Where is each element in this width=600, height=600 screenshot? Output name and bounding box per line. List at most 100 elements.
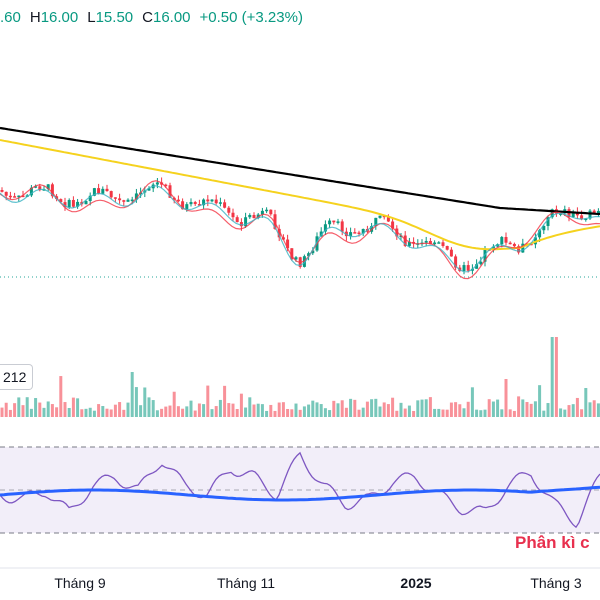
volume-bar [164,406,168,417]
volume-bar [290,409,294,417]
candle-body [521,243,525,253]
candle-body [374,217,378,227]
volume-bar [8,409,12,417]
candle-body [332,220,336,223]
candle-body [328,220,332,225]
volume-bar [311,400,315,417]
volume-bar [59,376,63,417]
candle-body [307,253,311,257]
volume-bar [202,404,206,417]
volume-bar [517,396,521,417]
volume-bar [143,387,147,417]
candle-body [538,230,542,238]
candle-body [542,226,546,231]
close-key: C [142,9,153,26]
candle-body [248,214,252,218]
candle-body [0,190,4,192]
volume-bar [328,410,332,417]
volume-bar [214,406,218,417]
candle-body [84,201,88,205]
volume-bar [496,399,500,417]
candle-body [466,265,470,271]
candle-body [88,195,92,202]
volume-bar [487,399,491,417]
volume-bar [307,404,311,417]
volume-bar [567,405,571,417]
volume-bar [554,337,558,417]
volume-bar [151,400,155,417]
candle-body [546,217,550,227]
volume-bar [294,403,298,417]
volume-bar [454,402,458,417]
volume-bar [25,397,29,417]
candle-body [122,200,126,202]
volume-bar [525,402,529,417]
volume-bar [424,399,428,417]
volume-bar [118,402,122,417]
candle-body [529,243,533,246]
open-value: .60 [0,9,21,26]
volume-bar [227,403,231,417]
volume-bar [206,385,210,417]
candle-body [252,214,256,219]
candle-body [319,231,323,237]
candle-body [189,202,193,205]
candle-body [231,212,235,218]
volume-bar [323,408,327,417]
candle-body [353,232,357,234]
candle-body [17,195,21,198]
volume-bar [277,402,281,417]
volume-bar [479,410,483,417]
volume-bar [344,407,348,417]
candle-body [46,184,50,190]
candle-body [286,239,290,249]
volume-bar [76,398,80,417]
candle-body [202,199,206,206]
volume-bar [596,403,600,417]
volume-bar [55,407,59,417]
volume-bar [34,398,38,417]
candle-body [269,209,273,215]
candle-body [361,228,365,234]
rsi-ma-line [0,485,600,502]
candle-body [13,196,17,198]
candle-body [391,221,395,229]
candle-body [378,215,382,218]
candle-body [260,210,264,215]
candle-body [290,248,294,260]
candle-body [92,188,96,196]
candle-body [491,246,495,250]
volume-bar [181,408,185,417]
candle-body [454,256,458,268]
volume-bar [197,403,201,417]
candle-body [21,195,25,198]
candle-body [214,199,218,204]
volume-bar [38,402,42,417]
volume-bar [46,401,50,417]
ma-red-line [0,180,600,280]
volume-bar [483,409,487,417]
candle-body [71,199,75,207]
candle-body [441,242,445,247]
x-axis-label-sep: Tháng 9 [54,575,106,591]
volume-bar [260,404,264,417]
volume-bar [231,403,235,417]
volume-bar [391,397,395,417]
candle-body [105,188,109,192]
volume-bar [349,398,353,417]
candle-body [311,250,315,254]
volume-bar [592,400,596,417]
volume-bar [533,401,537,417]
volume-bar [193,410,197,417]
volume-bar [580,409,584,417]
candle-body [433,242,437,245]
volume-bar [29,408,33,417]
volume-bar [4,402,8,417]
volume-bar [67,407,71,417]
volume-bar [416,400,420,417]
close-value: 16.00 [152,9,191,26]
volume-bar [235,409,239,417]
low-key: L [87,9,96,26]
volume-bar [550,337,554,417]
